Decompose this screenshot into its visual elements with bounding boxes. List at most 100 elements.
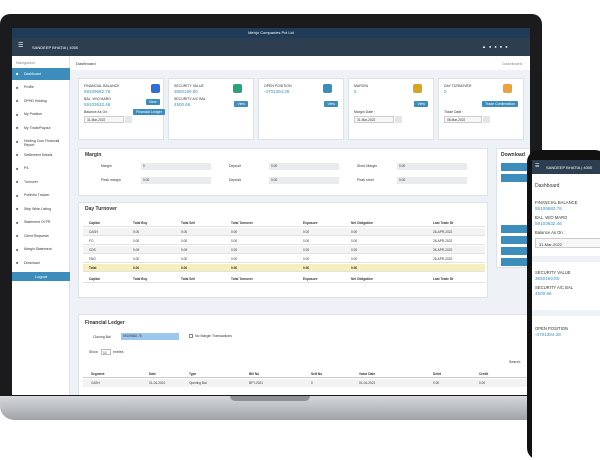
nav-label[interactable]: Strip Wise Listing bbox=[24, 206, 52, 211]
nav-label[interactable]: Dashboard bbox=[24, 71, 42, 76]
download-button[interactable] bbox=[501, 258, 530, 266]
calendar-button[interactable] bbox=[395, 116, 402, 123]
margin-label: Deposit bbox=[229, 178, 241, 182]
phone-menu-icon[interactable]: ☰ bbox=[535, 163, 540, 169]
table-cell: 0.00 bbox=[351, 248, 358, 252]
table-cell: CASH bbox=[89, 230, 98, 234]
panel-title: Financial Ledger bbox=[85, 320, 125, 326]
column-header: Last Trade Dt bbox=[433, 277, 454, 281]
nav-item[interactable]: ■ P/L bbox=[12, 163, 70, 175]
date-label: Balance As On : bbox=[84, 110, 110, 114]
phone-field-value: 3650159.80 bbox=[535, 276, 560, 281]
card-button[interactable]: Financial Ledger bbox=[133, 109, 165, 115]
nav-item[interactable]: ■ Statement Of PR bbox=[12, 217, 70, 229]
field-label: OPEN POSITION bbox=[264, 84, 292, 88]
field-label: DAY TURNOVER bbox=[444, 84, 472, 88]
nav-item[interactable]: ■ Strip Wise Listing bbox=[12, 203, 70, 215]
card-button[interactable]: Trade Confirmation bbox=[482, 101, 518, 107]
nav-label[interactable]: DPHD Holding bbox=[24, 98, 47, 103]
nav-item[interactable]: ■ Portfolio Tracker bbox=[12, 190, 70, 202]
nav-icon: ■ bbox=[16, 233, 19, 238]
download-button[interactable] bbox=[501, 236, 530, 244]
entries-select[interactable]: 10 bbox=[101, 349, 111, 355]
column-header: Value Date bbox=[359, 372, 376, 376]
card-button[interactable]: View bbox=[324, 101, 338, 107]
card-button[interactable]: View bbox=[414, 101, 428, 107]
calendar-button[interactable] bbox=[125, 116, 132, 123]
nav-icon: ■ bbox=[16, 138, 19, 144]
phone-date-input[interactable]: 31-Mar-2022 bbox=[535, 238, 600, 248]
nav-label[interactable]: Margin Statement bbox=[24, 247, 52, 251]
entries-value[interactable]: 10 bbox=[103, 350, 107, 355]
margin-value: 0 bbox=[143, 164, 145, 168]
card-button[interactable]: View bbox=[146, 99, 160, 105]
logout-label[interactable]: Logout bbox=[34, 274, 48, 279]
nav-item[interactable]: ■ Download bbox=[12, 257, 70, 269]
table-cell: 0.00 bbox=[231, 239, 238, 243]
nav-label[interactable]: My Trade/Payout bbox=[24, 125, 51, 130]
nav-item[interactable]: ■ Margin Statement bbox=[12, 244, 70, 256]
nav-icon: ■ bbox=[16, 219, 19, 225]
table-cell: 0.00 bbox=[133, 230, 140, 234]
phone-field-label: OPEN POSITION bbox=[535, 326, 569, 331]
field-value: -4701304.28 bbox=[264, 89, 290, 94]
download-button[interactable] bbox=[501, 174, 530, 182]
margin-input: 0.00 bbox=[269, 177, 339, 184]
nav-item[interactable]: ■ Client Requests bbox=[12, 230, 70, 242]
nav-label[interactable]: Statement Of PR bbox=[24, 220, 51, 224]
card-button[interactable]: View bbox=[234, 101, 248, 107]
nav-icon: ■ bbox=[16, 179, 19, 184]
nav-label[interactable]: My Position bbox=[24, 112, 43, 116]
closing-label: Closing Bal bbox=[93, 335, 111, 339]
nav-item[interactable]: ■ Holding Cum Financial Report bbox=[12, 136, 70, 148]
nav-label[interactable]: Portfolio Tracker bbox=[24, 193, 50, 197]
nav-item[interactable]: ■ My Position bbox=[12, 109, 70, 121]
download-button[interactable] bbox=[501, 247, 530, 255]
table-row: Capital Total Buy Total Sell Total Turnover… bbox=[83, 275, 485, 283]
nav-label[interactable]: Holding Cum Financial Report bbox=[24, 139, 60, 147]
column-header: Total Turnover bbox=[231, 221, 253, 225]
date-value[interactable]: 31-Mar-2022 bbox=[87, 118, 106, 122]
laptop-notch bbox=[230, 396, 310, 401]
table-cell: 0.00 bbox=[133, 248, 140, 252]
breadcrumb: Dashboard bbox=[502, 61, 522, 66]
phone-field-label: SECURITY VALUE bbox=[535, 270, 571, 275]
page-title: Dashboard bbox=[76, 61, 96, 66]
date-input[interactable]: 08-Mar-2022 bbox=[444, 116, 482, 123]
download-button[interactable] bbox=[501, 163, 530, 171]
nav-label[interactable]: Download bbox=[24, 260, 40, 265]
phone-date-value[interactable]: 31-Mar-2022 bbox=[539, 241, 562, 247]
date-value[interactable]: 31-Mar-2022 bbox=[357, 118, 376, 122]
calendar-button[interactable] bbox=[483, 116, 490, 123]
nav-label[interactable]: Profile bbox=[24, 85, 34, 89]
phone-screen: ☰ SANDEEP BHATIA | 4000 Dashboard FINANC… bbox=[532, 160, 600, 460]
nav-item[interactable]: ■ Dashboard bbox=[12, 68, 70, 80]
entries-label: entries bbox=[113, 350, 124, 354]
date-input[interactable]: 31-Mar-2022 bbox=[354, 116, 394, 123]
logout-button[interactable]: Logout bbox=[12, 272, 70, 281]
nav-item[interactable]: ■ Settlement Details bbox=[12, 149, 70, 161]
nav-icon: ■ bbox=[16, 192, 19, 198]
table-cell: FNO bbox=[89, 257, 96, 261]
checkbox-label[interactable]: No Margin Transactions bbox=[195, 334, 232, 338]
checkbox[interactable] bbox=[189, 334, 193, 338]
table-cell: 0.00 bbox=[231, 257, 238, 261]
nav-label[interactable]: Client Requests bbox=[24, 233, 49, 238]
nav-label[interactable]: Turnover bbox=[24, 179, 38, 184]
date-input[interactable]: 31-Mar-2022 bbox=[84, 116, 124, 123]
nav-item[interactable]: ■ Turnover bbox=[12, 176, 70, 188]
download-button[interactable] bbox=[501, 225, 530, 233]
closing-input[interactable]: 59109682.76 bbox=[121, 333, 179, 340]
nav-label[interactable]: Settlement Details bbox=[24, 152, 53, 157]
nav-item[interactable]: ■ My Trade/Payout bbox=[12, 122, 70, 134]
date-value[interactable]: 08-Mar-2022 bbox=[447, 118, 466, 122]
closing-value[interactable]: 59109682.76 bbox=[123, 334, 142, 338]
nav-item[interactable]: ■ DPHD Holding bbox=[12, 95, 70, 107]
nav-heading: Navigation bbox=[16, 60, 35, 65]
nav-item[interactable]: ■ Profile bbox=[12, 82, 70, 94]
menu-icon[interactable]: ☰ bbox=[18, 43, 24, 49]
nav-label[interactable]: P/L bbox=[24, 166, 30, 170]
nav-icons[interactable]: ▲●●●● bbox=[482, 44, 511, 49]
nav-icon: ■ bbox=[16, 111, 19, 117]
phone-field-label: BAL. W/O MARG bbox=[535, 215, 568, 220]
